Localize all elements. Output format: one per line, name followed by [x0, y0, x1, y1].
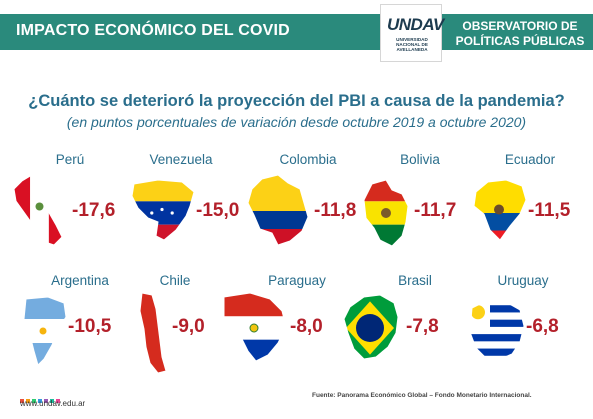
flag-map-venezuela — [128, 178, 196, 253]
country-name-uruguay: Uruguay — [497, 273, 549, 288]
flag-map-uruguay — [466, 298, 526, 368]
flag-map-peru — [12, 174, 67, 250]
chart-subtitle: (en puntos porcentuales de variación des… — [66, 114, 527, 130]
country-name-chile: Chile — [159, 273, 191, 288]
undav-logo: UNDAV UNIVERSIDAD NACIONAL DE AVELLANEDA — [380, 4, 444, 62]
value-label-bolivia: -11,7 — [414, 200, 457, 221]
header-band — [0, 14, 593, 50]
logo-subtitle: UNIVERSIDAD NACIONAL DE AVELLANEDA — [396, 37, 428, 52]
header-title: IMPACTO ECONÓMICO DEL COVID — [16, 22, 290, 39]
country-name-paraguay: Paraguay — [268, 273, 326, 288]
flag-map-argentina — [18, 295, 68, 372]
logo-word: UNDAV — [387, 15, 444, 34]
value-label-venezuela: -15,0 — [196, 200, 240, 221]
brand-dots — [20, 390, 62, 408]
source-note: Fuente: Panorama Económico Global – Fond… — [312, 392, 532, 399]
country-name-venezuela: Venezuela — [149, 152, 213, 167]
country-name-argentina: Argentina — [51, 273, 109, 288]
flag-map-brasil — [340, 293, 400, 368]
flag-map-bolivia — [362, 178, 410, 253]
country-name-ecuador: Ecuador — [504, 152, 556, 167]
country-name-colombia: Colombia — [279, 152, 337, 167]
observatory-line-1: OBSERVATORIO DE — [462, 19, 578, 33]
observatory-line-2: POLÍTICAS PÚBLICAS — [455, 34, 585, 48]
value-label-colombia: -11,8 — [314, 200, 357, 221]
country-name-bolivia: Bolivia — [400, 152, 440, 167]
flag-map-paraguay — [220, 292, 288, 368]
value-label-peru: -17,6 — [72, 200, 116, 221]
value-label-argentina: -10,5 — [68, 316, 112, 337]
flag-map-colombia — [246, 174, 311, 252]
footer-url: www.undav.edu.ar — [20, 399, 86, 408]
header-banner: IMPACTO ECONÓMICO DEL COVID UNDAV UNIVER… — [0, 0, 593, 64]
value-label-uruguay: -6,8 — [526, 316, 559, 337]
value-label-chile: -9,0 — [172, 316, 205, 337]
value-label-brasil: -7,8 — [406, 316, 439, 337]
value-label-ecuador: -11,5 — [528, 200, 571, 221]
observatory-title: OBSERVATORIO DE POLÍTICAS PÚBLICAS — [450, 19, 590, 49]
value-label-paraguay: -8,0 — [290, 316, 323, 337]
country-name-brasil: Brasil — [398, 273, 432, 288]
country-name-peru: Perú — [55, 152, 85, 167]
flag-map-chile — [130, 292, 170, 378]
chart-title: ¿Cuánto se deterioró la proyección del P… — [28, 92, 565, 110]
flag-map-ecuador — [470, 178, 528, 253]
